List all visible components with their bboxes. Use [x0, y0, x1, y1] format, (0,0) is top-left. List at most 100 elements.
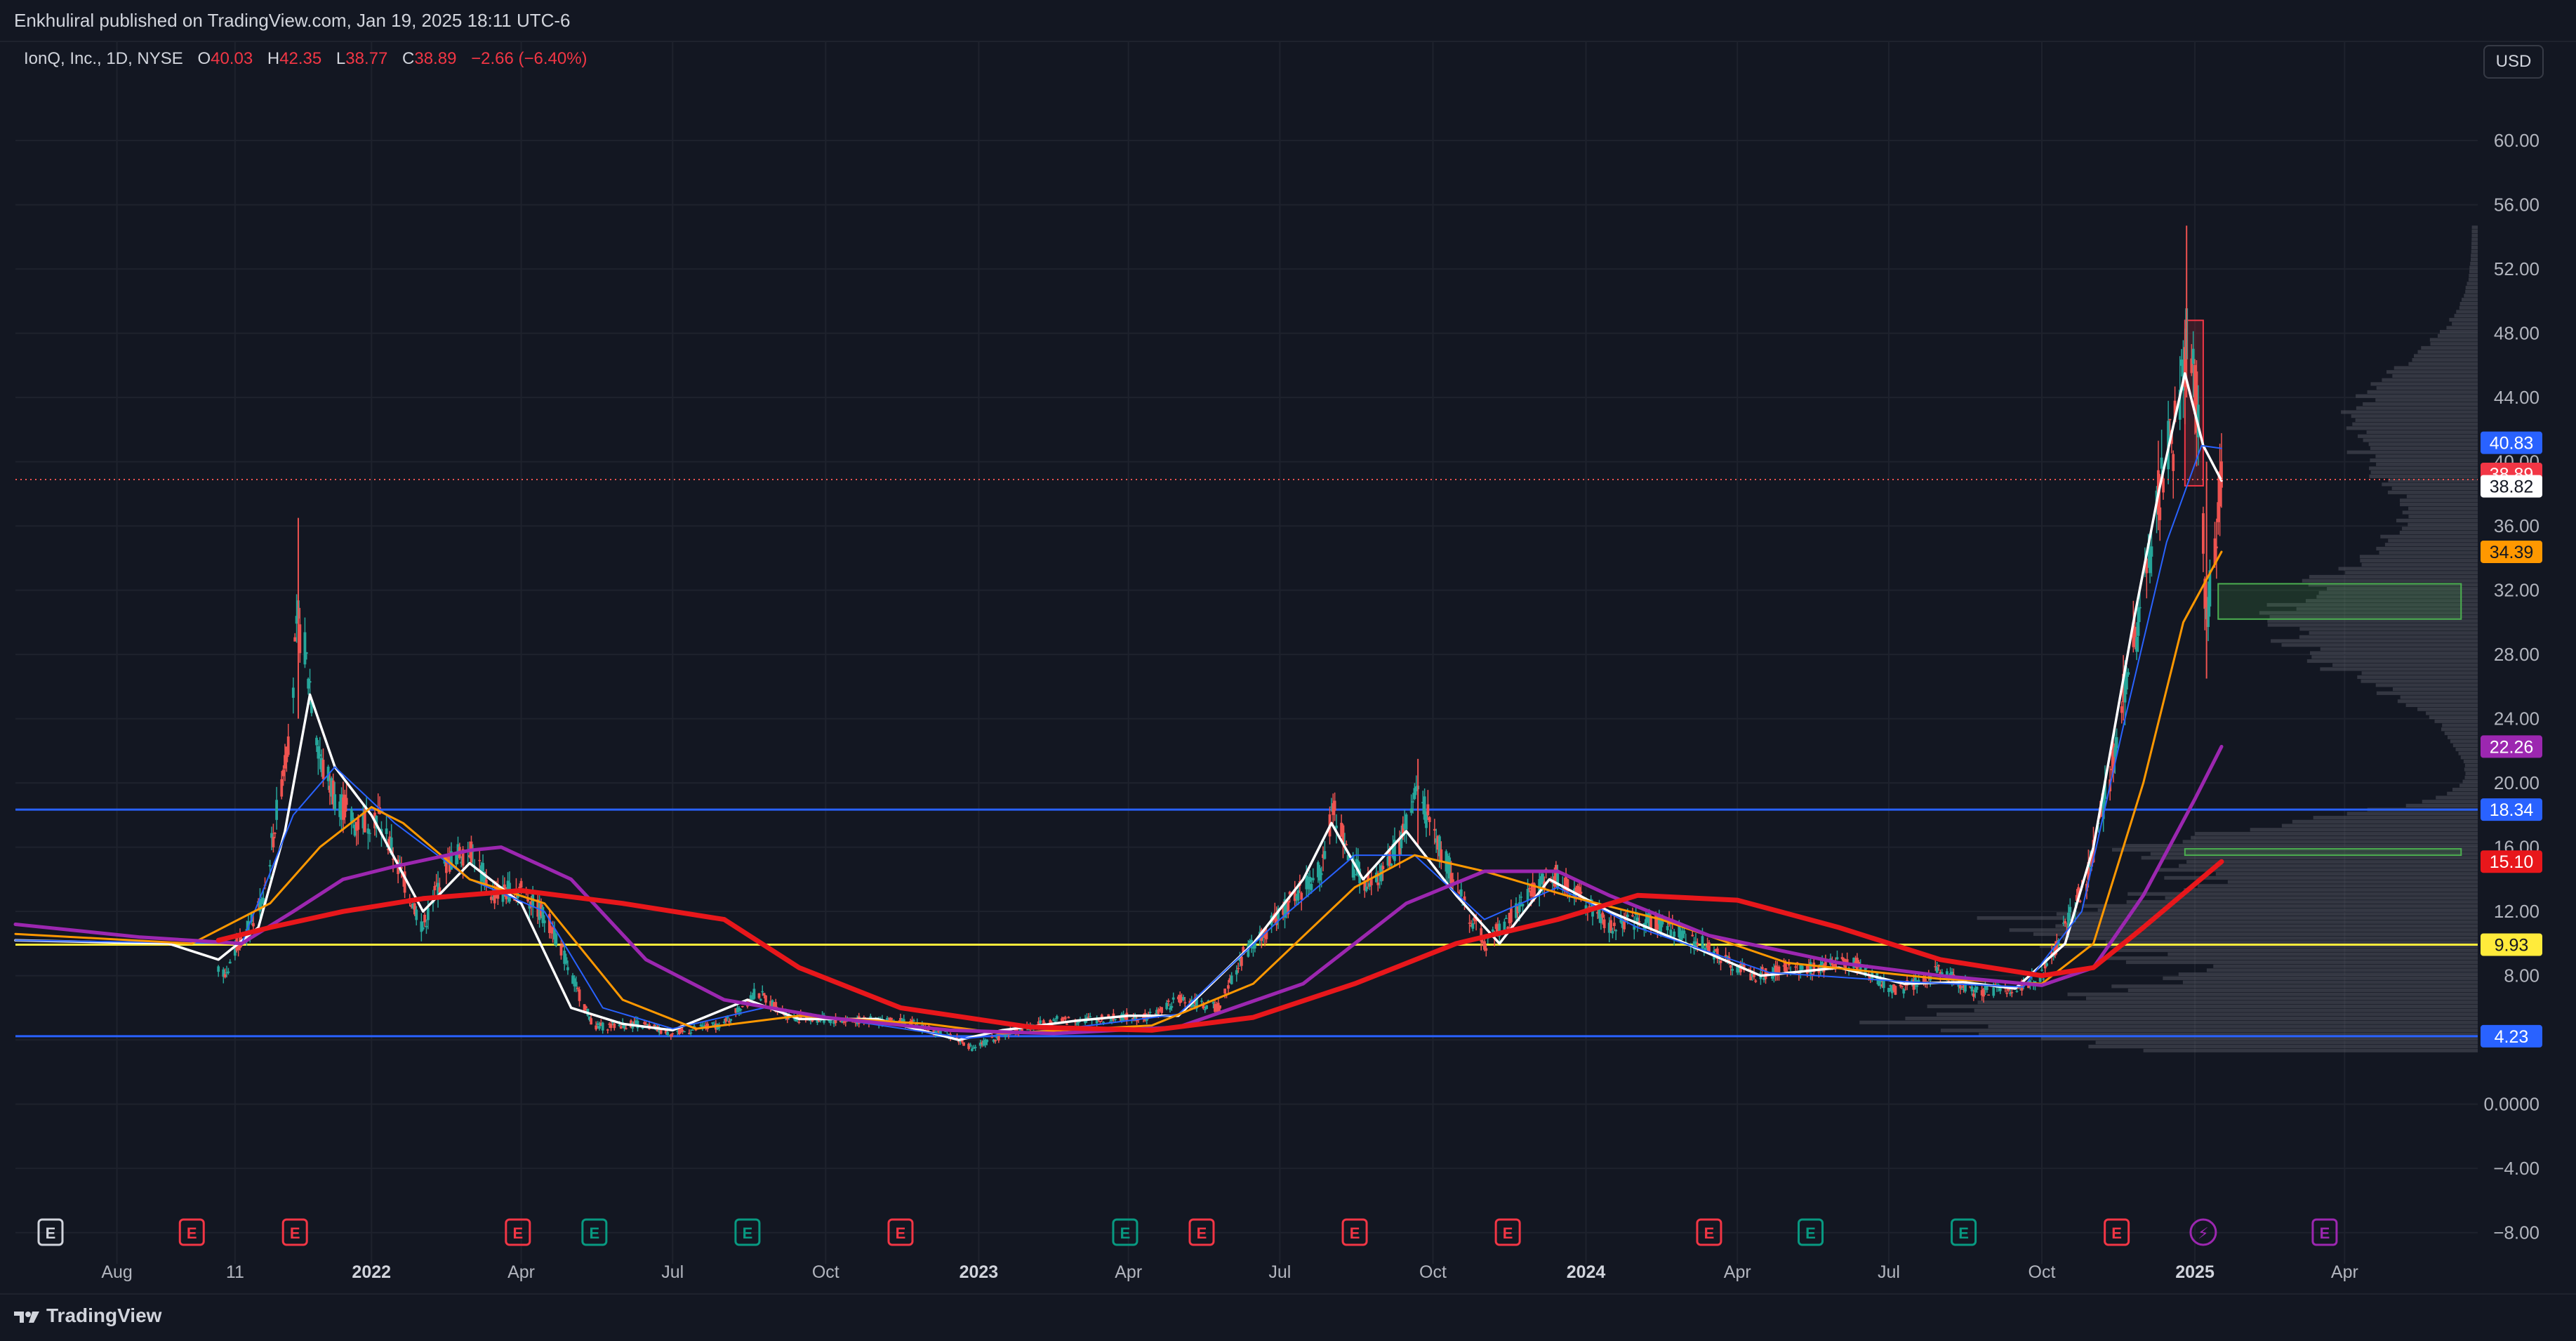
volume-bar	[2346, 450, 2478, 454]
candle-body	[2122, 673, 2125, 702]
volume-bar	[2351, 414, 2478, 418]
candle-body	[736, 1008, 739, 1012]
x-tick-label: Oct	[1419, 1262, 1447, 1282]
candle-body	[225, 972, 228, 974]
candle-body	[2180, 359, 2183, 366]
candle-body	[1237, 967, 1240, 970]
earnings-letter: E	[1120, 1224, 1131, 1242]
publish-header: Enkhuliral published on TradingView.com,…	[0, 0, 2576, 42]
candle-body	[659, 1029, 663, 1034]
y-tick-label: 36.00	[2494, 515, 2540, 536]
candle-body	[1549, 881, 1553, 883]
candle-body	[345, 798, 348, 805]
candle-body	[1892, 984, 1895, 991]
volume-bar	[2360, 559, 2478, 563]
candle-body	[2120, 706, 2123, 713]
candle-body	[834, 1017, 837, 1024]
candle-body	[1521, 904, 1525, 906]
candle-body	[1762, 977, 1766, 980]
volume-bar	[2441, 727, 2478, 732]
candle-body	[353, 824, 357, 836]
candle-body	[455, 853, 458, 865]
volume-bar	[2363, 438, 2478, 442]
candle-body	[2078, 900, 2082, 902]
y-tick-label: 12.00	[2494, 901, 2540, 922]
candle-body	[1365, 886, 1368, 892]
candle-body	[1283, 899, 1287, 918]
volume-bar	[2421, 345, 2478, 350]
candle-body	[1526, 889, 1529, 901]
candle-body	[1964, 981, 1967, 992]
candle-body	[275, 800, 279, 820]
candle-body	[2203, 579, 2207, 609]
candle-body	[1633, 926, 1636, 930]
candle-body	[1087, 1017, 1090, 1018]
tradingview-brand[interactable]: TradingView	[13, 1304, 161, 1327]
candle-body	[1284, 905, 1288, 914]
candle-body	[1611, 930, 1614, 934]
candle-body	[1211, 1002, 1215, 1004]
candle-body	[1481, 941, 1485, 944]
y-axis: 60.0056.0052.0048.0044.0040.0036.0032.00…	[2483, 130, 2540, 1243]
candle-body	[619, 1026, 623, 1029]
candle-body	[1533, 883, 1536, 898]
candle-body	[2132, 625, 2135, 647]
candle-body	[331, 780, 335, 805]
volume-bar	[2422, 800, 2478, 804]
candle-body	[1214, 1003, 1216, 1012]
earnings-letter: E	[2320, 1224, 2330, 1242]
volume-bar	[2178, 864, 2478, 868]
earnings-marker	[1798, 1218, 1824, 1246]
candle-body	[1459, 889, 1463, 897]
candle-body	[1369, 877, 1373, 885]
candle-body	[1619, 917, 1623, 923]
candle-body	[679, 1028, 683, 1033]
candle-body	[1228, 978, 1232, 983]
volume-bar	[2471, 225, 2478, 230]
candle-body	[1165, 1003, 1169, 1010]
candle-body	[2190, 358, 2193, 374]
candle-body	[1037, 1021, 1040, 1026]
candle-body	[1052, 1019, 1055, 1021]
candle-body	[1216, 1003, 1220, 1013]
currency-button[interactable]: USD	[2483, 45, 2544, 79]
candle-body	[982, 1041, 985, 1046]
volume-bar	[2447, 791, 2478, 795]
candle-body	[2102, 790, 2105, 819]
candle-body	[1223, 989, 1227, 994]
candle-body	[437, 883, 439, 897]
candle-body	[1900, 986, 1904, 987]
volume-bar	[2382, 482, 2478, 487]
candle-body	[363, 809, 366, 833]
volume-bar	[2039, 944, 2478, 949]
candle-body	[1596, 911, 1600, 914]
y-tick-label: 56.00	[2494, 194, 2540, 216]
candle-body	[321, 760, 325, 779]
candle-body	[595, 1025, 598, 1030]
candle-body	[967, 1043, 971, 1050]
volume-bar	[2429, 338, 2478, 342]
candle-body	[1714, 949, 1718, 951]
candle-body	[1760, 967, 1764, 972]
candle-body	[912, 1020, 915, 1022]
volume-bar	[2375, 683, 2478, 687]
candle-body	[1729, 965, 1732, 968]
candle-body	[1483, 941, 1486, 950]
x-tick-label: 2024	[1567, 1262, 1606, 1282]
volume-bar	[2182, 840, 2478, 844]
candle-body	[1207, 1000, 1210, 1002]
candle-body	[727, 1021, 731, 1023]
volume-bar	[2358, 434, 2478, 438]
candle-body	[273, 833, 277, 834]
candle-body	[1852, 958, 1856, 968]
candle-body	[1215, 1004, 1219, 1008]
candle-body	[841, 1020, 844, 1023]
volume-bar	[2352, 422, 2478, 426]
volume-bar	[2269, 615, 2478, 619]
volume-bar	[2302, 579, 2478, 583]
candle-body	[228, 961, 232, 964]
candle-body	[1248, 941, 1252, 943]
volume-bar	[2430, 342, 2478, 346]
candle-body	[1782, 965, 1786, 967]
